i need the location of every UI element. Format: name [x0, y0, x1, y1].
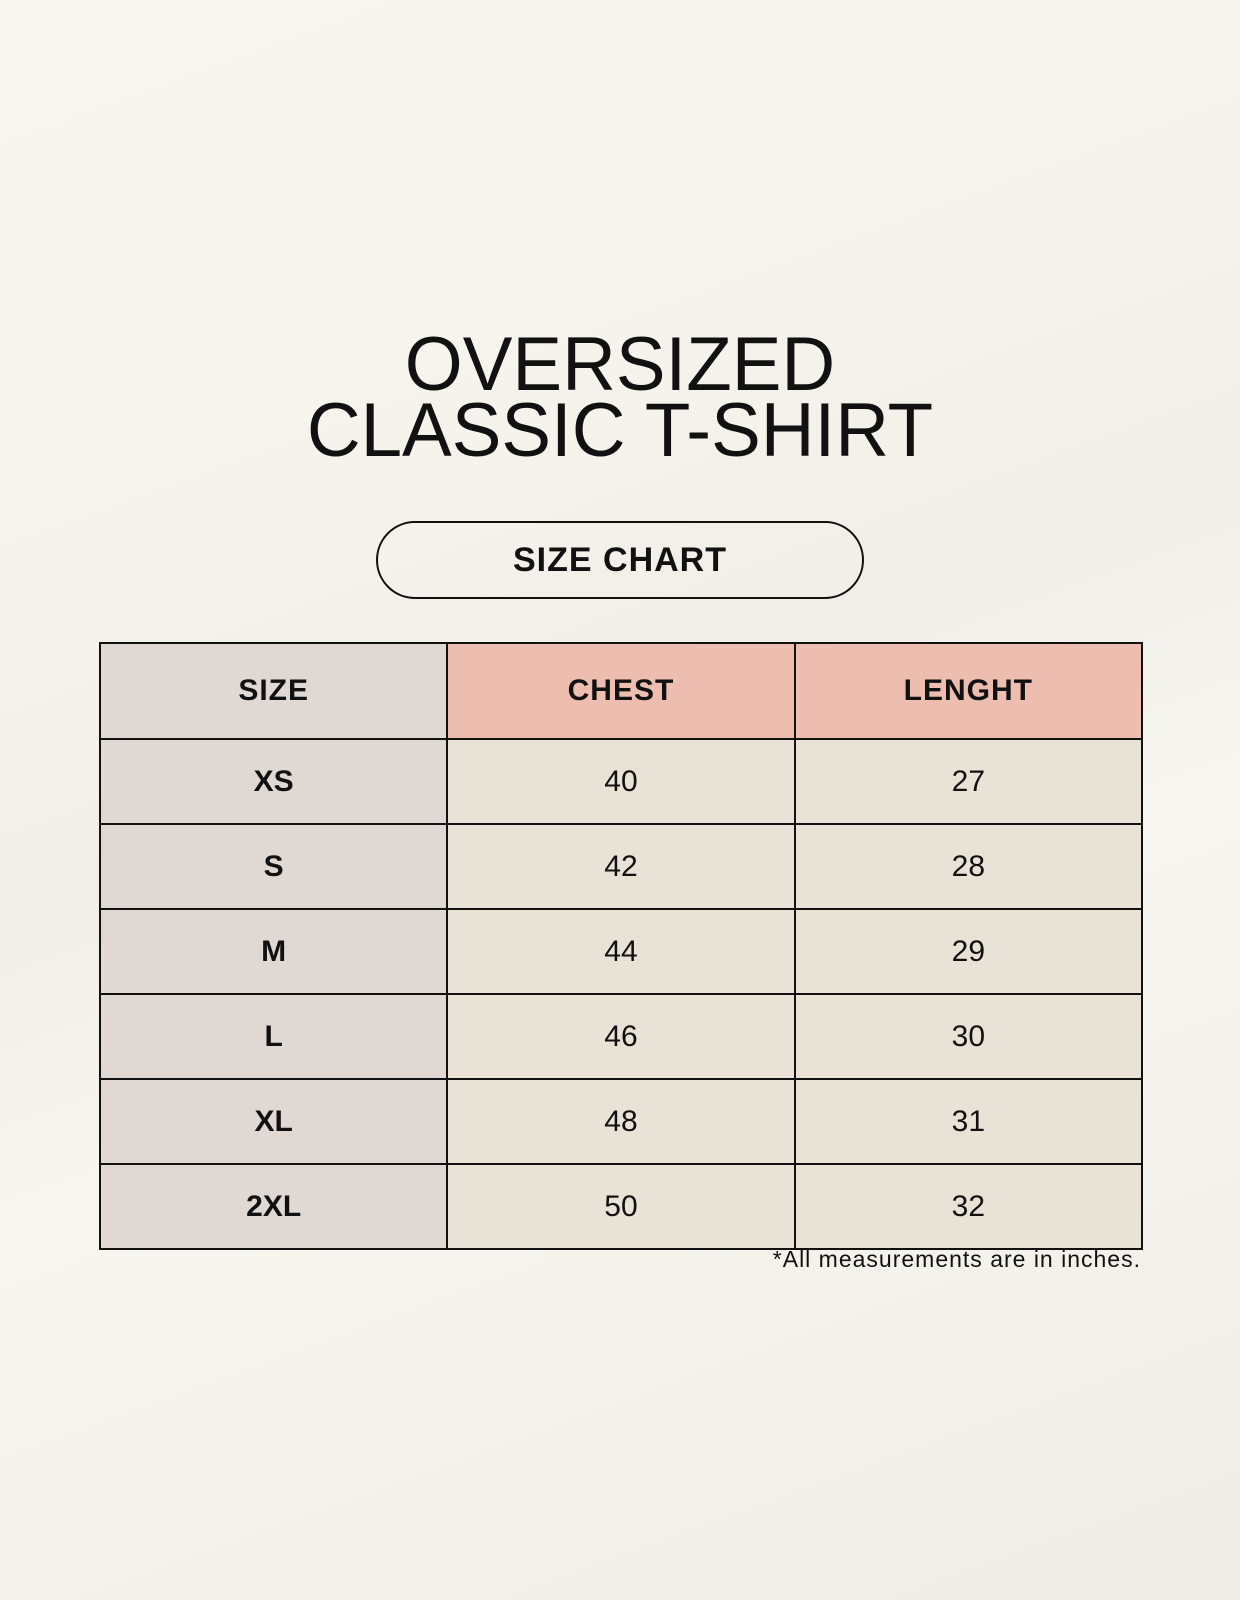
cell-size: XS	[98, 738, 449, 825]
cell-chest: 48	[446, 1078, 796, 1165]
cell-length: 27	[793, 738, 1144, 825]
cell-chest: 44	[446, 908, 796, 995]
cell-length: 30	[793, 993, 1144, 1080]
header-row: SIZE CHEST LENGHT	[98, 642, 1144, 740]
cell-chest: 40	[446, 738, 796, 825]
cell-size: S	[98, 823, 449, 910]
table-row: XS 40 27	[98, 738, 1144, 825]
header-length: LENGHT	[793, 642, 1144, 740]
header-chest: CHEST	[446, 642, 796, 740]
cell-length: 28	[793, 823, 1144, 910]
cell-length: 29	[793, 908, 1144, 995]
title-line-1: OVERSIZED	[404, 322, 836, 407]
title-line-2: CLASSIC T-SHIRT	[306, 388, 934, 473]
cell-size: L	[98, 993, 449, 1080]
table-row: XL 48 31	[98, 1078, 1144, 1165]
cell-chest: 46	[446, 993, 796, 1080]
page-title: OVERSIZED CLASSIC T-SHIRT	[0, 322, 1240, 473]
size-table: SIZE CHEST LENGHT XS 40 27 S 42 28 M 44 29 L 46 30 X…	[98, 642, 1144, 1250]
table-row: 2XL 50 32	[98, 1163, 1144, 1250]
cell-length: 32	[793, 1163, 1144, 1250]
table-row: M 44 29	[98, 908, 1144, 995]
size-chart-badge: SIZE CHART	[376, 521, 864, 599]
cell-size: XL	[98, 1078, 449, 1165]
table-row: L 46 30	[98, 993, 1144, 1080]
cell-length: 31	[793, 1078, 1144, 1165]
footnote: *All measurements are in inches.	[772, 1246, 1141, 1272]
cell-size: M	[98, 908, 449, 995]
header-size: SIZE	[98, 642, 449, 740]
cell-chest: 50	[446, 1163, 796, 1250]
cell-chest: 42	[446, 823, 796, 910]
table-row: S 42 28	[98, 823, 1144, 910]
cell-size: 2XL	[98, 1163, 449, 1250]
